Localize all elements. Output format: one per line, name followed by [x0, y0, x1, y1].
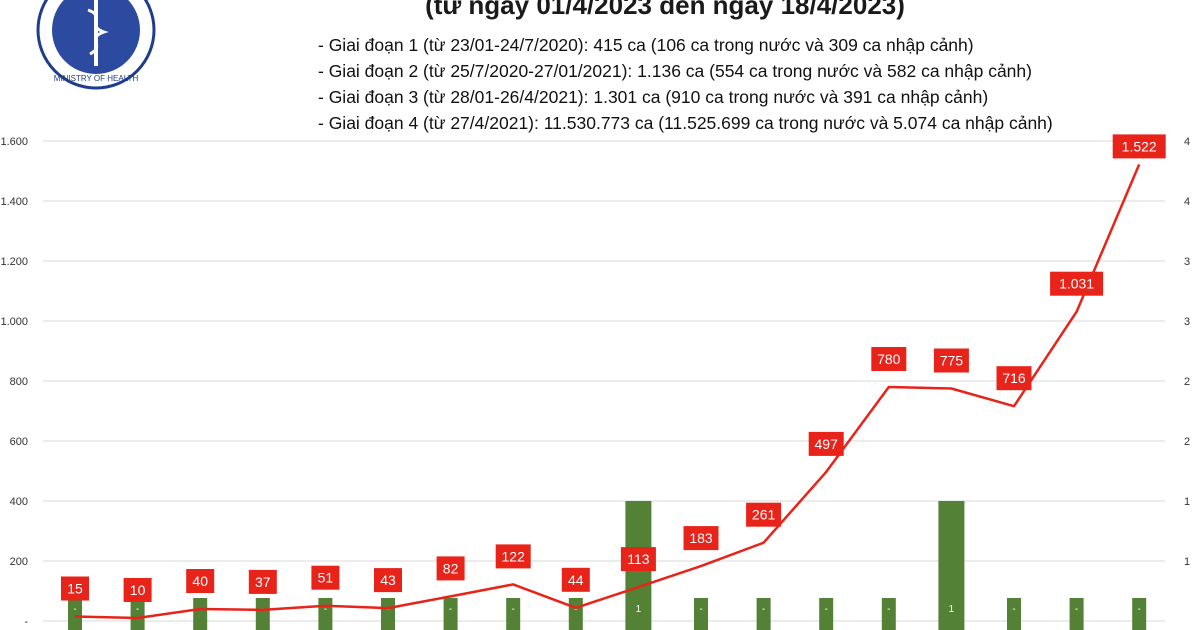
- cases-line: [74, 163, 1141, 620]
- death-bar: [756, 598, 771, 630]
- case-data-label: 497: [815, 436, 839, 452]
- y-tick-label: 800: [10, 376, 28, 388]
- death-bar-label: 1: [636, 604, 642, 615]
- death-bar: [1069, 598, 1084, 630]
- case-data-label: 51: [318, 570, 334, 586]
- y-tick-label: 600: [10, 436, 28, 448]
- note-phase-3: - Giai đoạn 3 (từ 28/01-26/4/2021): 1.30…: [318, 87, 989, 107]
- death-bar-label: -: [1012, 604, 1015, 615]
- y2-tick-label: 1: [1184, 496, 1190, 508]
- death-bar-label: -: [762, 604, 765, 615]
- case-label-box: [996, 366, 1032, 391]
- case-data-label: 122: [502, 548, 526, 564]
- y-tick-label: -: [24, 616, 28, 628]
- y2-tick-label: 1: [1184, 556, 1190, 568]
- chart-title: (từ ngày 01/4/2023 đến ngày 18/4/2023): [425, 0, 905, 20]
- death-bar-label: -: [825, 604, 828, 615]
- death-bar-label: -: [73, 604, 76, 615]
- case-label-box: [248, 569, 277, 594]
- y2-tick-label: 4: [1184, 136, 1190, 148]
- death-bar: [506, 598, 521, 630]
- case-label-box: [683, 526, 719, 551]
- death-bar: [130, 598, 145, 630]
- y-tick-label: 1.400: [0, 196, 28, 208]
- note-phase-1: - Giai đoạn 1 (từ 23/01-24/7/2020): 415 …: [318, 35, 974, 55]
- case-label-box: [808, 431, 844, 456]
- case-data-label: 82: [443, 560, 459, 576]
- y2-tick-label: 3: [1184, 316, 1190, 328]
- case-data-label: 43: [380, 572, 396, 588]
- death-bar: [68, 598, 82, 630]
- death-bar-label: -: [136, 604, 139, 615]
- death-bar-label: 1: [949, 604, 955, 615]
- case-label-box: [561, 567, 590, 592]
- case-data-label: 183: [689, 530, 713, 546]
- note-phase-2: - Giai đoạn 2 (từ 25/7/2020-27/01/2021):…: [318, 61, 1032, 81]
- y-tick-label: 400: [10, 496, 28, 508]
- case-data-label: 44: [568, 572, 584, 588]
- death-bar-label: -: [887, 604, 890, 615]
- case-data-label: 40: [192, 573, 208, 589]
- death-bar-label: -: [574, 604, 577, 615]
- case-data-label: 261: [752, 507, 776, 523]
- death-bar: [819, 598, 834, 630]
- case-label-box: [1050, 271, 1104, 296]
- y-tick-label: 1.000: [0, 316, 28, 328]
- death-bar-label: -: [512, 604, 515, 615]
- death-bar-label: -: [324, 604, 327, 615]
- death-bar: [938, 501, 965, 630]
- death-bar-label: -: [699, 604, 702, 615]
- case-label-box: [495, 544, 531, 569]
- death-bar: [1132, 598, 1147, 630]
- death-bar: [255, 598, 270, 630]
- y-tick-label: 1.600: [0, 136, 28, 148]
- death-bar-label: -: [1075, 604, 1078, 615]
- case-label-box: [620, 547, 656, 572]
- death-bar-label: -: [386, 604, 389, 615]
- death-bar: [1007, 598, 1021, 630]
- ministry-of-health-logo: MINISTRY OF HEALTH: [36, 0, 156, 95]
- death-bar: [193, 598, 208, 630]
- case-data-label: 775: [940, 353, 964, 369]
- case-data-label: 15: [67, 581, 83, 597]
- death-bar: [443, 598, 458, 630]
- case-label-box: [374, 568, 402, 593]
- notes-block: - Giai đoạn 1 (từ 23/01-24/7/2020): 415 …: [318, 32, 1053, 136]
- y-tick-label: 200: [10, 556, 28, 568]
- y-tick-label: 1.200: [0, 256, 28, 268]
- y2-tick-label: 2: [1184, 436, 1190, 448]
- case-label-box: [436, 556, 465, 581]
- y2-tick-label: 2: [1184, 376, 1190, 388]
- case-data-label: 1.031: [1059, 276, 1094, 292]
- case-label-box: [61, 576, 89, 601]
- case-label-box: [871, 347, 907, 371]
- case-label-box: [933, 348, 969, 373]
- death-bar-label: -: [449, 604, 452, 615]
- death-bar: [881, 598, 896, 630]
- y2-tick-label: 4: [1184, 196, 1190, 208]
- case-data-label: 113: [627, 551, 650, 567]
- note-phase-4: - Giai đoạn 4 (từ 27/4/2021): 11.530.773…: [318, 113, 1053, 133]
- logo-text: MINISTRY OF HEALTH: [54, 74, 139, 83]
- case-data-label: 780: [877, 351, 901, 367]
- case-data-label: 10: [130, 582, 146, 598]
- case-label-box: [746, 502, 782, 527]
- death-bar: [694, 598, 708, 630]
- case-data-label: 716: [1002, 370, 1026, 386]
- case-data-label: 37: [255, 574, 271, 590]
- y2-tick-label: 3: [1184, 256, 1190, 268]
- case-label-box: [123, 578, 152, 602]
- case-label-box: [311, 565, 340, 590]
- case-label-box: [186, 569, 215, 593]
- case-label-box: [1112, 134, 1166, 159]
- case-data-label: 1.522: [1122, 138, 1157, 154]
- death-bar-label: -: [1138, 604, 1141, 615]
- death-bar: [381, 598, 395, 630]
